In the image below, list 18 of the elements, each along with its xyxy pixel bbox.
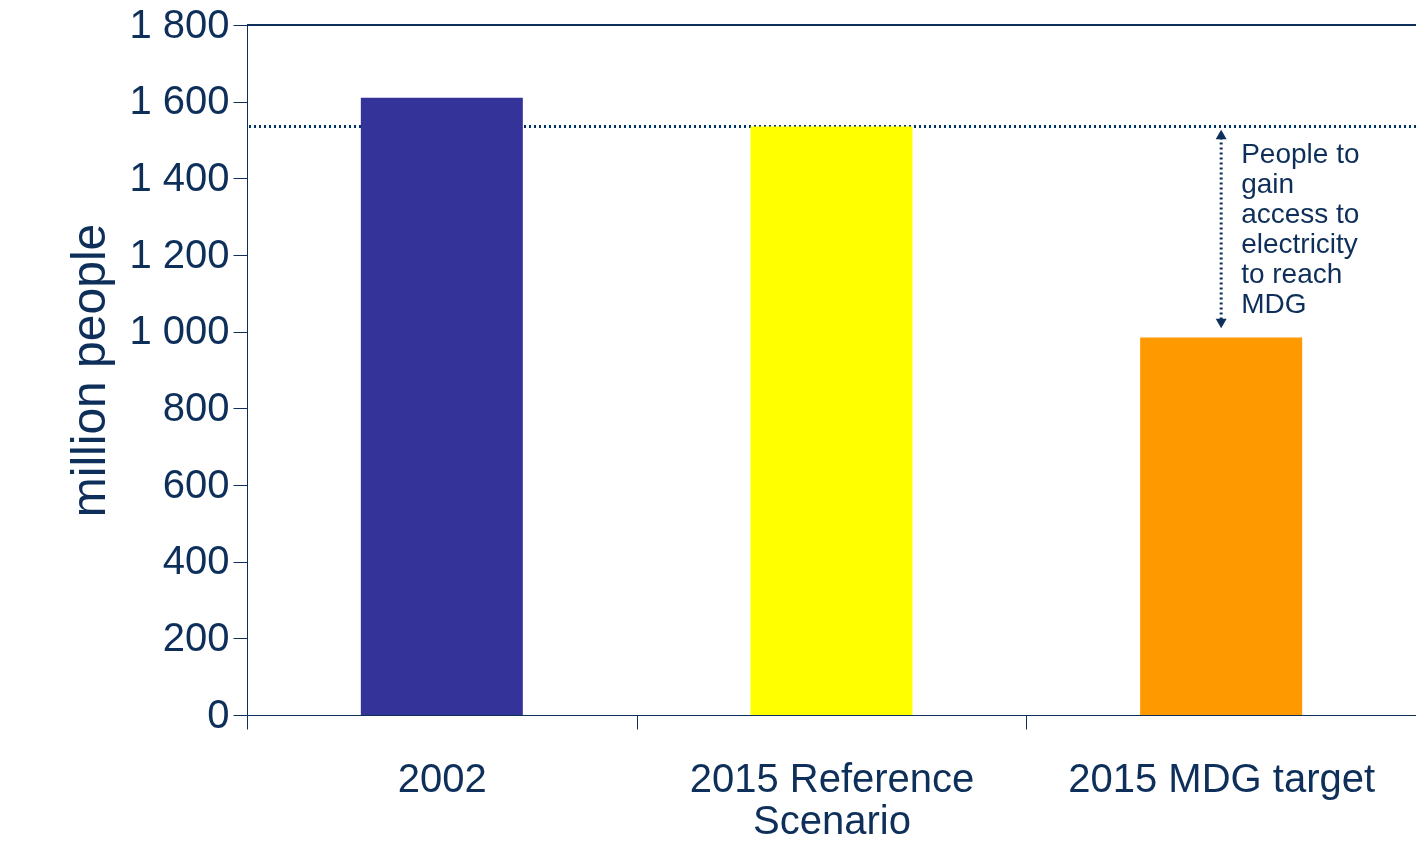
y-axis-title: million people <box>62 223 116 518</box>
y-tick-label: 200 <box>162 614 230 659</box>
y-tick-label: 400 <box>162 538 230 583</box>
x-tick-label: 2002 <box>397 755 487 800</box>
y-tick-label: 600 <box>162 461 230 506</box>
y-tick-label: 0 <box>207 691 230 736</box>
bar <box>360 97 523 715</box>
y-tick-label: 1 200 <box>129 231 230 276</box>
y-tick-label: 1 800 <box>129 1 230 46</box>
bar <box>1140 337 1303 715</box>
bar <box>750 126 913 715</box>
annotation: People to gain access to electricity to reach MDG <box>1241 137 1360 319</box>
y-tick-label: 800 <box>162 384 230 429</box>
x-tick-label: 2015 Reference Scenario <box>689 755 975 842</box>
y-tick-label: 1 600 <box>129 78 230 123</box>
x-tick-label: 2015 MDG target <box>1068 755 1376 800</box>
y-tick-label: 1 400 <box>129 154 230 199</box>
y-tick-label: 1 000 <box>129 308 230 353</box>
